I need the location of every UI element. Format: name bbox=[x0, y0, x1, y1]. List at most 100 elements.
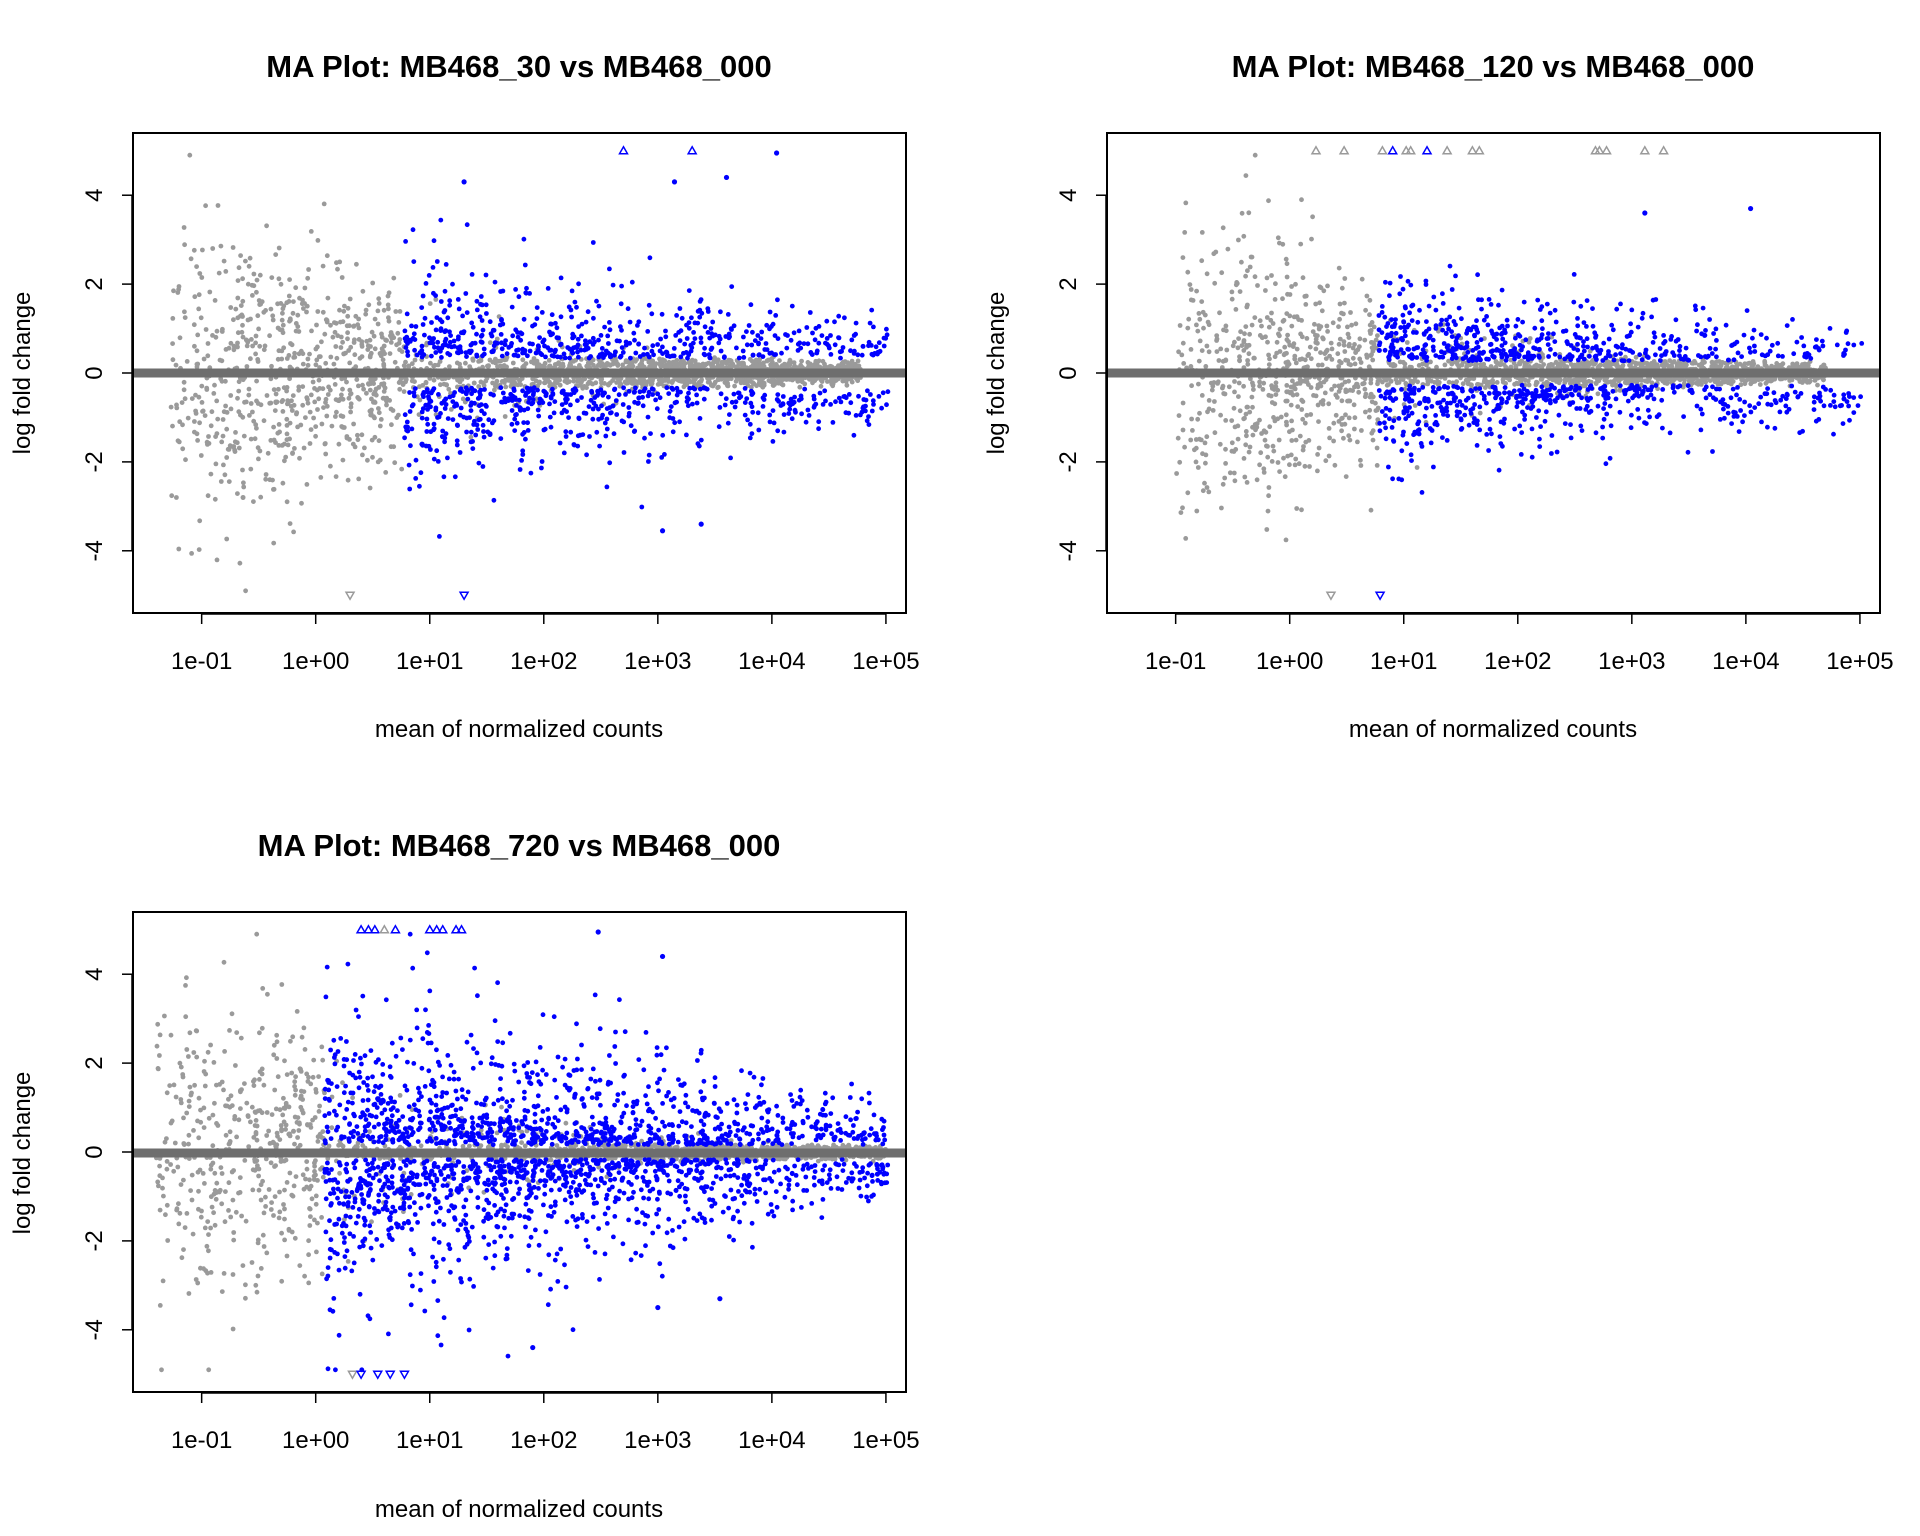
nonsignificant-point bbox=[270, 313, 276, 319]
significant-point bbox=[621, 450, 627, 455]
significant-point bbox=[770, 408, 776, 413]
significant-point bbox=[626, 405, 632, 410]
nonsignificant-point bbox=[196, 547, 202, 552]
nonsignificant-point bbox=[196, 394, 202, 400]
nonsignificant-point bbox=[1243, 273, 1248, 279]
nonsignificant-point bbox=[324, 317, 330, 323]
significant-point bbox=[452, 403, 457, 409]
nonsignificant-point bbox=[1241, 233, 1247, 239]
nonsignificant-point bbox=[276, 386, 281, 392]
nonsignificant-point bbox=[313, 346, 319, 352]
nonsignificant-point bbox=[360, 452, 365, 458]
nonsignificant-point bbox=[1316, 323, 1322, 328]
nonsignificant-point bbox=[316, 396, 322, 402]
nonsignificant-point bbox=[339, 392, 344, 398]
nonsignificant-point bbox=[749, 380, 755, 385]
significant-point bbox=[708, 326, 714, 331]
nonsignificant-point bbox=[768, 362, 773, 368]
nonsignificant-point bbox=[202, 413, 208, 418]
x-tick-label: 1e+04 bbox=[738, 648, 805, 675]
nonsignificant-point bbox=[760, 384, 766, 390]
significant-point bbox=[786, 411, 792, 416]
nonsignificant-point bbox=[1188, 437, 1194, 443]
significant-point bbox=[575, 433, 581, 439]
nonsignificant-point bbox=[233, 430, 238, 435]
nonsignificant-point bbox=[347, 296, 353, 302]
nonsignificant-point bbox=[1206, 398, 1212, 403]
significant-point bbox=[755, 410, 761, 416]
significant-point bbox=[689, 345, 695, 351]
nonsignificant-point bbox=[208, 471, 214, 477]
significant-point bbox=[405, 349, 410, 355]
nonsignificant-point bbox=[312, 399, 318, 405]
nonsignificant-point bbox=[276, 443, 282, 448]
significant-point bbox=[722, 402, 728, 408]
significant-point bbox=[605, 333, 611, 339]
nonsignificant-point bbox=[286, 299, 292, 304]
points-layer bbox=[168, 145, 891, 601]
significant-point bbox=[668, 404, 674, 409]
nonsignificant-point bbox=[1671, 359, 1677, 364]
significant-point bbox=[698, 340, 704, 345]
significant-point bbox=[438, 217, 444, 223]
nonsignificant-point bbox=[228, 393, 234, 398]
nonsignificant-point bbox=[1341, 435, 1346, 441]
significant-point bbox=[567, 355, 572, 361]
nonsignificant-point bbox=[308, 427, 314, 432]
significant-point bbox=[618, 301, 624, 307]
nonsignificant-point bbox=[235, 330, 241, 336]
nonsignificant-point bbox=[1242, 474, 1248, 480]
significant-point bbox=[675, 389, 681, 394]
nonsignificant-point bbox=[249, 337, 254, 342]
significant-point bbox=[469, 400, 474, 406]
significant-point bbox=[836, 335, 842, 341]
nonsignificant-point bbox=[1234, 281, 1240, 286]
significant-point bbox=[451, 338, 457, 344]
nonsignificant-point bbox=[321, 201, 327, 207]
significant-point bbox=[865, 388, 870, 394]
significant-point bbox=[430, 265, 436, 270]
significant-point bbox=[602, 420, 608, 426]
nonsignificant-point bbox=[552, 362, 558, 367]
nonsignificant-point bbox=[344, 323, 350, 329]
nonsignificant-point bbox=[1325, 283, 1330, 289]
significant-point bbox=[569, 288, 575, 294]
nonsignificant-point bbox=[1287, 292, 1293, 297]
significant-point bbox=[408, 443, 413, 449]
significant-point bbox=[602, 324, 607, 330]
nonsignificant-point bbox=[1214, 349, 1220, 354]
nonsignificant-point bbox=[279, 348, 285, 354]
nonsignificant-point bbox=[378, 350, 384, 356]
significant-point bbox=[698, 437, 704, 443]
nonsignificant-point bbox=[355, 395, 361, 400]
nonsignificant-point bbox=[338, 334, 344, 340]
significant-point bbox=[864, 418, 870, 424]
nonsignificant-point bbox=[293, 328, 299, 334]
nonsignificant-point bbox=[659, 378, 665, 384]
nonsignificant-point bbox=[319, 339, 324, 345]
significant-point bbox=[801, 341, 807, 346]
x-tick-label: 1e+03 bbox=[624, 648, 691, 675]
nonsignificant-point bbox=[1252, 152, 1258, 158]
significant-point bbox=[805, 407, 811, 413]
nonsignificant-point bbox=[1305, 353, 1311, 358]
significant-point bbox=[404, 311, 410, 317]
nonsignificant-point bbox=[1299, 356, 1305, 362]
significant-point bbox=[756, 427, 762, 433]
nonsignificant-point bbox=[372, 346, 378, 352]
nonsignificant-point bbox=[330, 334, 336, 340]
significant-point bbox=[426, 443, 432, 449]
significant-point bbox=[606, 341, 611, 346]
nonsignificant-point bbox=[478, 358, 484, 363]
nonsignificant-point bbox=[1245, 358, 1250, 363]
significant-point bbox=[576, 354, 581, 360]
nonsignificant-point bbox=[381, 307, 387, 313]
significant-point bbox=[554, 325, 560, 331]
significant-point bbox=[836, 313, 842, 319]
x-tick-label: 1e+02 bbox=[510, 648, 577, 675]
significant-point bbox=[520, 448, 526, 454]
nonsignificant-point bbox=[368, 350, 374, 356]
nonsignificant-point bbox=[1186, 316, 1192, 322]
nonsignificant-point bbox=[313, 424, 319, 429]
nonsignificant-point bbox=[547, 363, 552, 369]
